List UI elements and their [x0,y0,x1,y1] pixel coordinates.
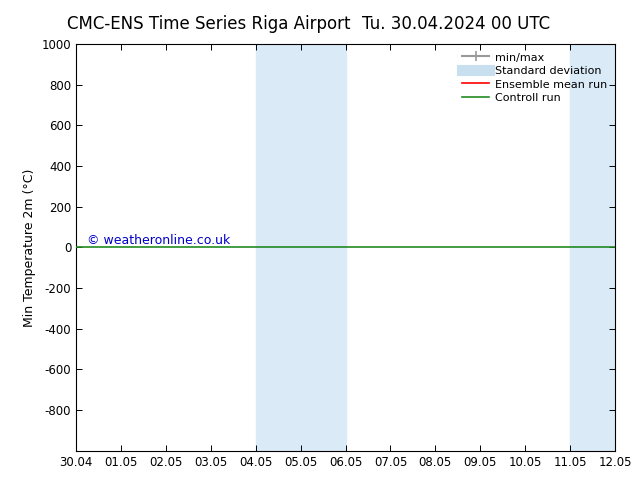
Text: © weatheronline.co.uk: © weatheronline.co.uk [87,234,230,247]
Text: Tu. 30.04.2024 00 UTC: Tu. 30.04.2024 00 UTC [363,15,550,33]
Text: CMC-ENS Time Series Riga Airport: CMC-ENS Time Series Riga Airport [67,15,351,33]
Y-axis label: Min Temperature 2m (°C): Min Temperature 2m (°C) [23,168,36,327]
Bar [570,44,615,451]
Bar [256,44,301,451]
Bar [301,44,346,451]
Legend: min/max, Standard deviation, Ensemble mean run, Controll run: min/max, Standard deviation, Ensemble me… [460,49,609,105]
